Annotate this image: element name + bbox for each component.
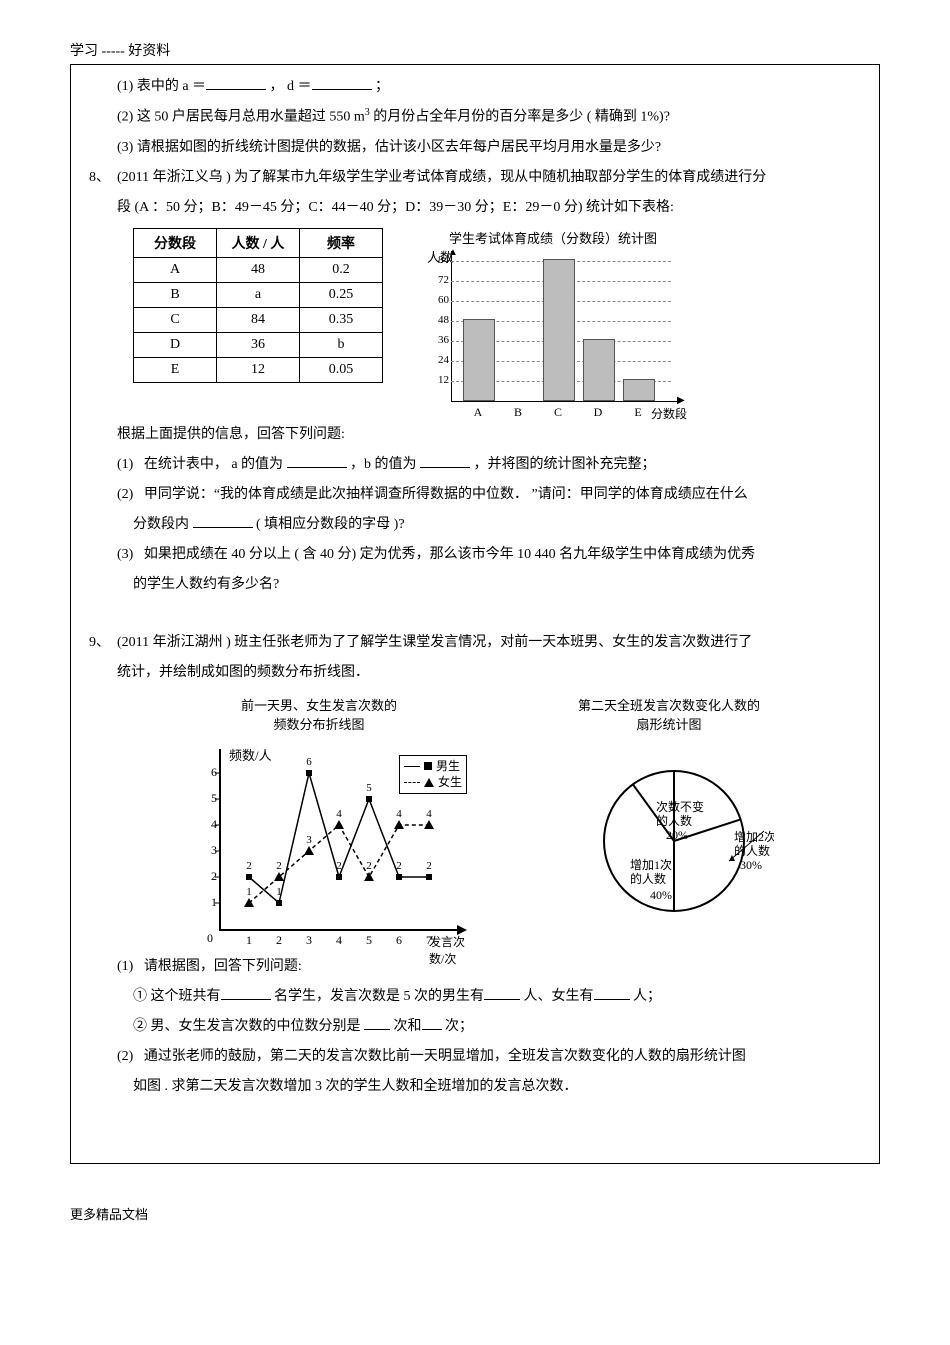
- svg-text:次数不变: 次数不变: [656, 799, 704, 814]
- blank: [422, 1015, 442, 1030]
- q8-sub3-l2: 的学生人数约有多少名?: [89, 571, 861, 599]
- blank: [312, 75, 372, 90]
- q7-sub2: (2) 这 50 户居民每月总用水量超过 550 m3 的月份占全年月份的百分率…: [89, 103, 861, 132]
- q7-sub3: (3) 请根据如图的折线统计图提供的数据，估计该小区去年每户居民平均月用水量是多…: [89, 134, 861, 162]
- table-row: C840.35: [134, 307, 383, 332]
- q8-after-table: 根据上面提供的信息，回答下列问题:: [89, 421, 861, 449]
- table-header-row: 分数段 人数 / 人 频率: [134, 228, 383, 257]
- q9-sub1-p2: ② 男、女生发言次数的中位数分别是 次和 次；: [89, 1013, 861, 1041]
- svg-text:增加2次: 增加2次: [734, 830, 774, 844]
- q8-barchart: 学生考试体育成绩（分数段）统计图 人数 ▲ ▶ 分数段 122436486072…: [413, 228, 693, 411]
- table-row: D36b: [134, 332, 383, 357]
- q9-linechart: 前一天男、女生发言次数的 频数分布折线图 频数/人 0 发言次数/次 男生 女生…: [159, 695, 479, 939]
- svg-text:的人数: 的人数: [734, 843, 770, 858]
- header-tag: 学习 ----- 好资料: [70, 40, 880, 60]
- blank: [594, 985, 630, 1000]
- svg-text:30%: 30%: [740, 858, 762, 872]
- blank: [221, 985, 271, 1000]
- blank: [287, 453, 347, 468]
- blank: [420, 453, 470, 468]
- table-row: Ba0.25: [134, 282, 383, 307]
- svg-text:40%: 40%: [650, 888, 672, 902]
- svg-text:增加1次: 增加1次: [630, 858, 672, 872]
- q9-intro-1: 9、 (2011 年浙江湖州 ) 班主任张老师为了了解学生课堂发言情况，对前一天…: [89, 629, 861, 657]
- blank: [484, 985, 520, 1000]
- q9-sub2-l2: 如图 . 求第二天发言次数增加 3 次的学生人数和全班增加的发言总次数．: [89, 1073, 861, 1101]
- q8-sub2-l1: (2) 甲同学说：“我的体育成绩是此次抽样调查所得数据的中位数． ”请问：甲同学…: [89, 481, 861, 509]
- svg-text:20%: 20%: [666, 828, 688, 842]
- q8-sub3-l1: (3) 如果把成绩在 40 分以上 ( 含 40 分) 定为优秀，那么该市今年 …: [89, 541, 861, 569]
- q9-sub1-p1: ① 这个班共有 名学生，发言次数是 5 次的男生有 人、女生有 人；: [89, 983, 861, 1011]
- q8-table: 分数段 人数 / 人 频率 A480.2 Ba0.25 C840.35 D36b…: [133, 228, 383, 383]
- blank: [364, 1015, 390, 1030]
- q9-sub2-l1: (2) 通过张老师的鼓励，第二天的发言次数比前一天明显增加，全班发言次数变化的人…: [89, 1043, 861, 1071]
- q8-intro-1: 8、 (2011 年浙江义乌 ) 为了解某市九年级学生学业考试体育成绩，现从中随…: [89, 164, 861, 192]
- footer: 更多精品文档: [70, 1204, 880, 1223]
- q8-intro-2: 段 (A ：50 分；B：49－45 分；C：44－40 分；D：39－30 分…: [89, 194, 861, 222]
- table-row: A480.2: [134, 257, 383, 282]
- q9-piechart: 第二天全班发言次数变化人数的 扇形统计图: [539, 695, 799, 931]
- blank: [193, 513, 253, 528]
- q8-sub2-l2: 分数段内 ( 填相应分数段的字母 )?: [89, 511, 861, 539]
- q8-sub1: (1) 在统计表中， a 的值为 ，b 的值为 ，并将图的统计图补充完整；: [89, 451, 861, 479]
- q7-sub1: (1) 表中的 a ＝ ， d ＝ ；: [89, 73, 861, 101]
- q9-intro-2: 统计，并绘制成如图的频数分布折线图．: [89, 659, 861, 687]
- content-frame: (1) 表中的 a ＝ ， d ＝ ； (2) 这 50 户居民每月总用水量超过…: [70, 64, 880, 1164]
- svg-text:的人数: 的人数: [630, 871, 666, 886]
- svg-text:的人数: 的人数: [656, 813, 692, 828]
- table-row: E120.05: [134, 357, 383, 382]
- blank: [206, 75, 266, 90]
